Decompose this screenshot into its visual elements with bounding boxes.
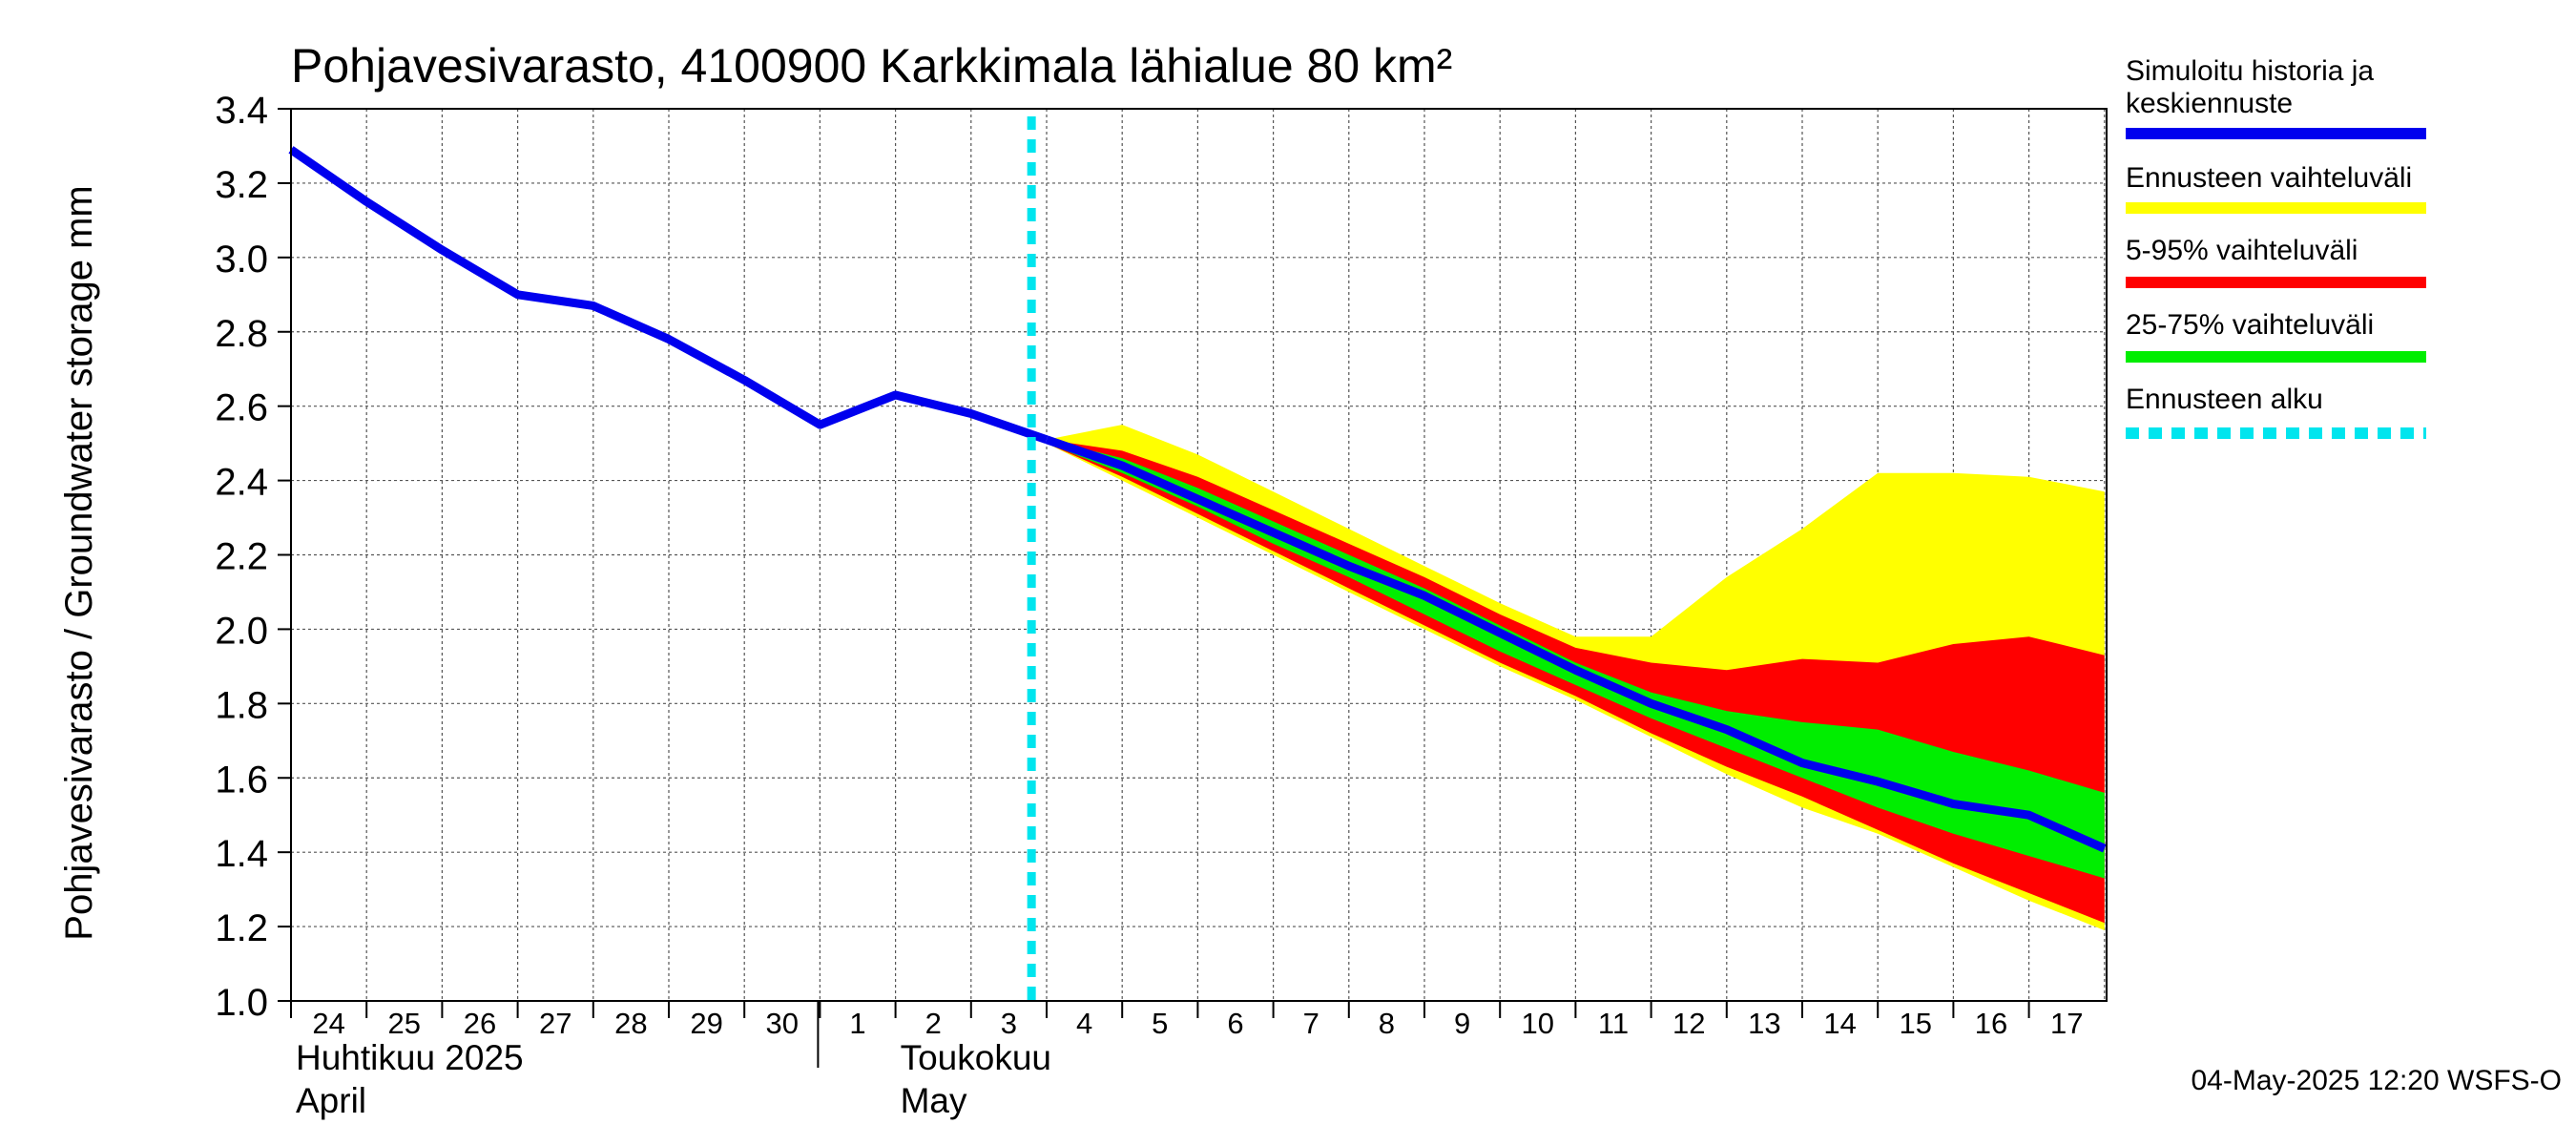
y-tick-label: 1.0 [215, 982, 268, 1024]
x-tick-label: 4 [1076, 1007, 1092, 1040]
x-tick-label: 9 [1454, 1007, 1470, 1040]
y-tick-label: 1.2 [215, 907, 268, 949]
x-tick-label: 16 [1975, 1007, 2007, 1040]
x-tick-label: 25 [388, 1007, 421, 1040]
y-tick-label: 2.4 [215, 462, 268, 504]
timestamp-footer: 04-May-2025 12:20 WSFS-O [2192, 1065, 2563, 1096]
chart-title: Pohjavesivarasto, 4100900 Karkkimala läh… [291, 39, 1452, 93]
series-lines [288, 116, 2107, 1001]
y-tick-label: 2.8 [215, 313, 268, 355]
y-axis-label: Pohjavesivarasto / Groundwater storage m… [58, 185, 100, 940]
legend: Simuloitu historia ja keskiennuste Ennuste… [2126, 55, 2426, 439]
x-tick-label: 29 [690, 1007, 722, 1040]
x-tick-label: 11 [1598, 1007, 1629, 1040]
month-label-en: May [901, 1081, 967, 1120]
x-tick-label: 17 [2050, 1007, 2083, 1040]
y-tick-label: 1.8 [215, 684, 268, 726]
legend-label: Simuloitu historia ja keskiennuste [2126, 55, 2374, 119]
y-tick-label: 2.0 [215, 610, 268, 652]
x-tick-label: 28 [614, 1007, 647, 1040]
x-tick-label: 1 [849, 1007, 865, 1040]
y-ticks: 1.0 1.2 1.4 1.6 1.8 2.0 2.2 2.4 2.6 2.8 3.0 3.2 3.4 [215, 90, 291, 1024]
y-tick-label: 3.0 [215, 239, 268, 281]
median-forecast-line [1045, 435, 2107, 853]
x-ticks: 24 25 26 27 28 29 30 1 2 3 4 5 6 7 8 9 10 11 12 13 14 15 16 17 [290, 1001, 2083, 1068]
x-tick-label: 12 [1672, 1007, 1705, 1040]
legend-label: 5-95% vaihteluväli [2126, 235, 2358, 266]
x-tick-label: 7 [1303, 1007, 1319, 1040]
month-label: Toukokuu [901, 1038, 1051, 1077]
x-tick-label: 5 [1152, 1007, 1168, 1040]
y-tick-label: 3.2 [215, 164, 268, 206]
x-tick-label: 24 [312, 1007, 344, 1040]
x-tick-label: 15 [1900, 1007, 1932, 1040]
x-tick-label: 10 [1522, 1007, 1554, 1040]
legend-label: Ennusteen alku [2126, 384, 2323, 415]
legend-label: Ennusteen vaihteluväli [2126, 162, 2412, 194]
y-tick-label: 2.2 [215, 536, 268, 578]
y-tick-label: 3.4 [215, 90, 268, 132]
month-label: Huhtikuu 2025 [296, 1038, 524, 1077]
x-tick-label: 6 [1227, 1007, 1243, 1040]
y-tick-label: 1.6 [215, 759, 268, 801]
legend-label: 25-75% vaihteluväli [2126, 309, 2374, 341]
month-labels: Huhtikuu 2025 April Toukokuu May [296, 1038, 1051, 1120]
y-tick-label: 2.6 [215, 387, 268, 429]
x-tick-label: 3 [1001, 1007, 1017, 1040]
x-tick-label: 2 [925, 1007, 942, 1040]
history-line [288, 146, 1049, 444]
month-label-en: April [296, 1081, 366, 1120]
x-tick-label: 8 [1379, 1007, 1395, 1040]
x-tick-label: 14 [1823, 1007, 1856, 1040]
x-tick-label: 13 [1748, 1007, 1780, 1040]
y-tick-label: 1.4 [215, 833, 268, 875]
x-tick-label: 30 [766, 1007, 799, 1040]
x-tick-label: 26 [464, 1007, 496, 1040]
x-tick-label: 27 [539, 1007, 571, 1040]
